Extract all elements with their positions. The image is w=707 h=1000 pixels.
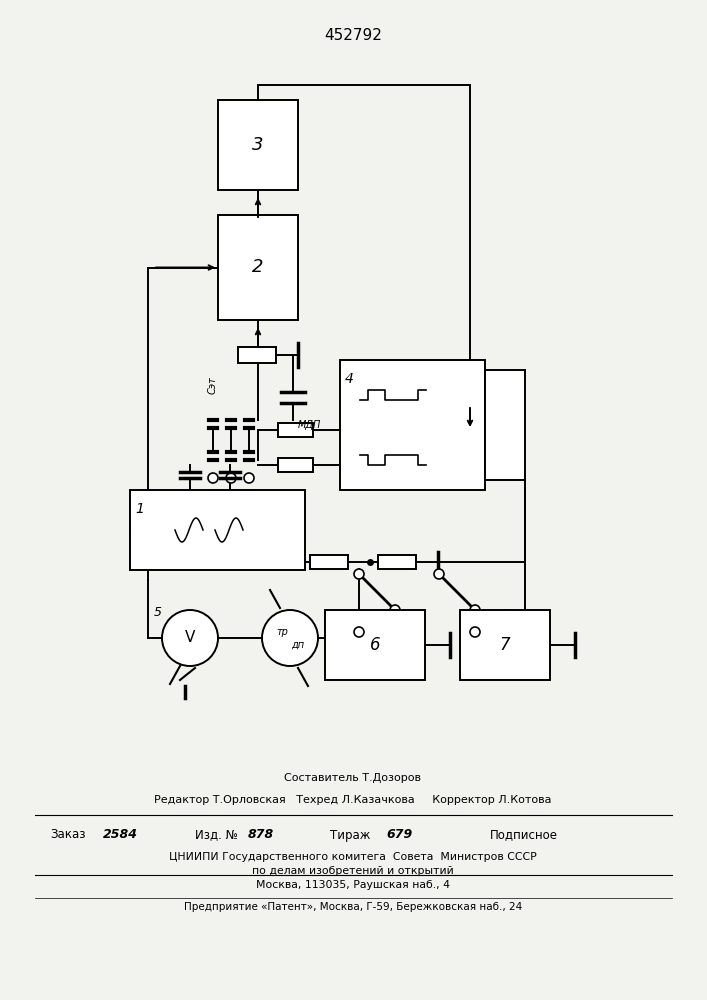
Text: 3: 3	[252, 136, 264, 154]
Circle shape	[470, 605, 480, 615]
Text: Предприятие «Патент», Москва, Г-59, Бережковская наб., 24: Предприятие «Патент», Москва, Г-59, Бере…	[184, 902, 522, 912]
Text: Москва, 113035, Раушская наб., 4: Москва, 113035, Раушская наб., 4	[256, 880, 450, 890]
Bar	[310, 555, 348, 569]
Bar	[378, 555, 416, 569]
Circle shape	[354, 627, 364, 637]
Text: по делам изобретений и открытий: по делам изобретений и открытий	[252, 866, 454, 876]
Bar	[130, 490, 305, 570]
Text: тр: тр	[276, 627, 288, 637]
Text: 5: 5	[154, 606, 162, 619]
Text: V: V	[185, 631, 195, 646]
Text: Заказ: Заказ	[50, 828, 86, 842]
Text: 2: 2	[252, 258, 264, 276]
Text: 7: 7	[500, 636, 510, 654]
Text: МДП: МДП	[298, 420, 322, 430]
Text: 1: 1	[135, 502, 144, 516]
Text: 452792: 452792	[324, 27, 382, 42]
Text: Изд. №: Изд. №	[195, 828, 238, 842]
Text: 6: 6	[370, 636, 380, 654]
Text: Подписное: Подписное	[490, 828, 558, 842]
Bar	[278, 423, 313, 437]
Circle shape	[434, 569, 444, 579]
Bar	[238, 347, 276, 363]
Circle shape	[470, 627, 480, 637]
Bar	[340, 360, 485, 490]
Text: дп: дп	[291, 640, 305, 650]
Circle shape	[226, 473, 236, 483]
Text: 2584: 2584	[103, 828, 138, 842]
Bar	[325, 610, 425, 680]
Circle shape	[208, 473, 218, 483]
Circle shape	[244, 473, 254, 483]
Text: ЦНИИПИ Государственного комитега  Совета  Министров СССР: ЦНИИПИ Государственного комитега Совета …	[169, 852, 537, 862]
Text: 878: 878	[248, 828, 274, 842]
Circle shape	[390, 605, 400, 615]
Bar	[460, 610, 550, 680]
Text: Редактор Т.Орловская   Техред Л.Казачкова     Корректор Л.Котова: Редактор Т.Орловская Техред Л.Казачкова …	[154, 795, 551, 805]
Text: 679: 679	[386, 828, 412, 842]
Bar	[218, 100, 298, 190]
Circle shape	[354, 569, 364, 579]
Circle shape	[262, 610, 318, 666]
Bar	[278, 458, 313, 472]
Text: Составитель Т.Дозоров: Составитель Т.Дозоров	[284, 773, 421, 783]
Text: Тираж: Тираж	[330, 828, 370, 842]
Text: Сэт: Сэт	[208, 376, 218, 394]
Bar	[485, 370, 525, 480]
Bar	[218, 215, 298, 320]
Text: 4: 4	[345, 372, 354, 386]
Circle shape	[162, 610, 218, 666]
